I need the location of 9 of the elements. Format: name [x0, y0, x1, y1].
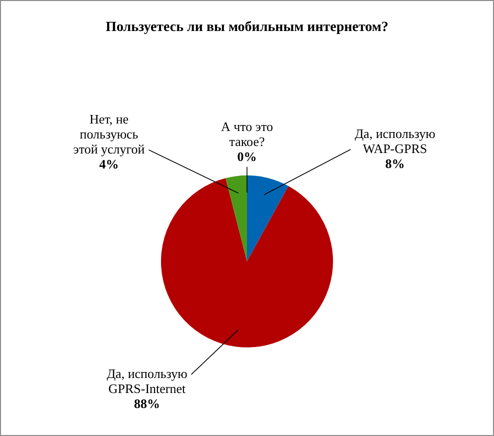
category-label: А что это такое? — [220, 118, 274, 149]
data-label: 88% — [134, 396, 160, 411]
slice-label: Да, использую GPRS-Internet — [106, 366, 188, 396]
chart-title: Пользуетесь ли вы мобильным интернетом? — [106, 20, 388, 36]
text: 0% — [237, 148, 257, 164]
slice-label: Нет, не пользуюсь этой услугой — [73, 111, 145, 156]
slice-label: Да, использую WAP-GPRS — [354, 126, 436, 156]
data-label: 8% — [385, 156, 405, 171]
data-label: 4% — [99, 156, 119, 172]
